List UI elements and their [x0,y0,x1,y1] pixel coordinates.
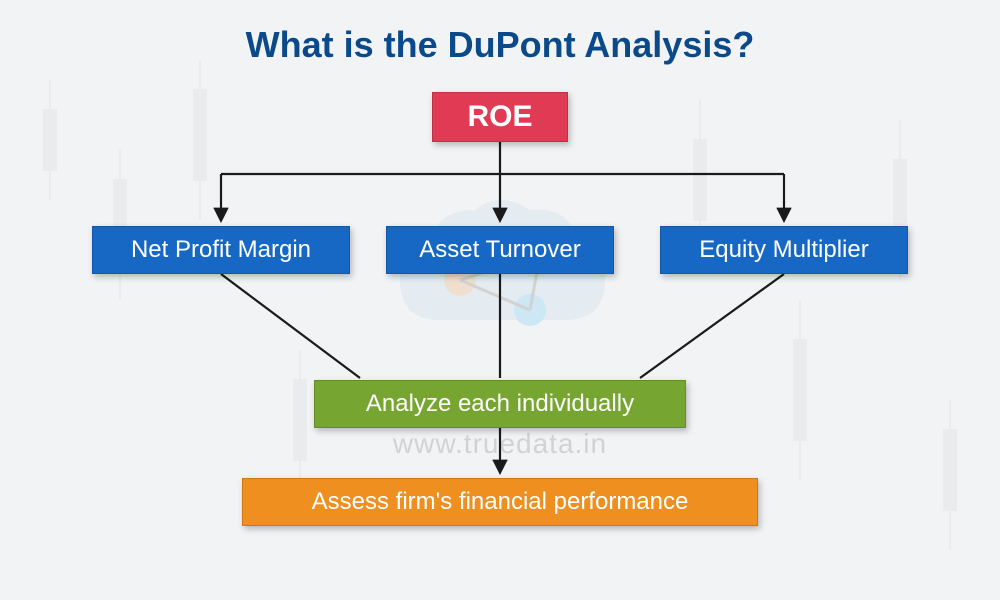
node-analyze-label: Analyze each individually [366,390,634,418]
page-title: What is the DuPont Analysis? [0,24,1000,66]
node-npm-label: Net Profit Margin [131,236,311,264]
node-asset-turnover: Asset Turnover [386,226,614,274]
node-roe: ROE [432,92,568,142]
node-assess: Assess firm's financial performance [242,478,758,526]
node-analyze: Analyze each individually [314,380,686,428]
node-equity-multiplier: Equity Multiplier [660,226,908,274]
watermark-text: www.truedata.in [0,428,1000,460]
node-assess-label: Assess firm's financial performance [312,488,689,516]
node-em-label: Equity Multiplier [699,236,868,264]
node-at-label: Asset Turnover [419,236,580,264]
node-net-profit-margin: Net Profit Margin [92,226,350,274]
watermark-logo [380,180,620,380]
node-roe-label: ROE [467,100,532,134]
